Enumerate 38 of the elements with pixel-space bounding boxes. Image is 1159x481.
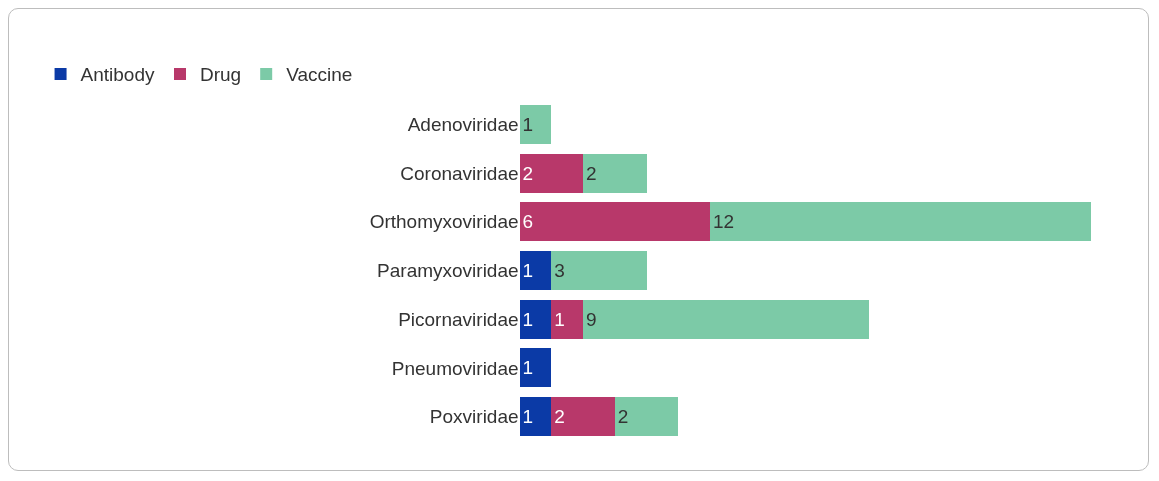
bar <box>710 202 1091 242</box>
bar <box>551 397 615 437</box>
bar <box>583 299 869 339</box>
y-tick-label: Paramyxoviridae <box>377 260 519 282</box>
bar <box>583 153 647 193</box>
data-label: 1 <box>522 357 534 379</box>
data-label: 9 <box>586 308 597 330</box>
bar <box>519 299 552 339</box>
y-tick-label: Adenoviridae <box>407 114 519 136</box>
data-label: 2 <box>522 162 534 184</box>
y-tick-label: Coronaviridae <box>400 162 519 184</box>
legend-label: Antibody <box>80 64 156 86</box>
legend-label: Drug <box>200 64 242 86</box>
data-label: 1 <box>522 406 534 428</box>
data-label: 1 <box>522 260 534 281</box>
data-label: 12 <box>713 211 735 233</box>
data-label: 2 <box>617 406 629 428</box>
legend-label: Vaccine <box>286 64 353 86</box>
data-label: 2 <box>554 406 565 428</box>
bar <box>519 202 711 242</box>
y-tick-label: Pneumoviridae <box>391 357 519 379</box>
bar <box>519 153 584 193</box>
data-label: 6 <box>522 211 534 233</box>
bar <box>551 251 647 290</box>
bar <box>519 104 552 144</box>
bar <box>614 397 679 437</box>
data-label: 1 <box>522 308 534 330</box>
y-tick-label: Picornaviridae <box>398 308 519 330</box>
bar <box>551 299 584 339</box>
bar <box>519 251 552 290</box>
bar <box>519 348 552 388</box>
data-label: 1 <box>522 113 534 135</box>
data-label: 1 <box>554 308 565 330</box>
data-label: 2 <box>586 162 597 184</box>
bar <box>519 397 552 437</box>
y-tick-label: Poxviridae <box>429 406 519 428</box>
data-label: 3 <box>554 260 565 281</box>
y-tick-label: Orthomyxoviridae <box>369 211 519 233</box>
